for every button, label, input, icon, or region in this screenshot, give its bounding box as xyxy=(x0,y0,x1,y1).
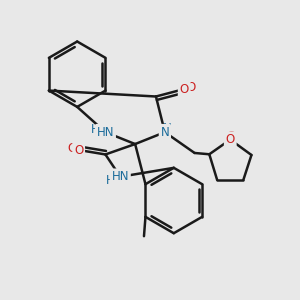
Text: HN: HN xyxy=(97,126,114,139)
Text: O: O xyxy=(68,142,77,155)
Text: O: O xyxy=(186,81,195,94)
Text: O: O xyxy=(74,143,83,157)
Text: HN: HN xyxy=(106,174,124,187)
Text: HN: HN xyxy=(112,170,129,183)
Text: O: O xyxy=(180,82,189,96)
Text: N: N xyxy=(160,126,169,139)
Text: O: O xyxy=(227,130,236,142)
Text: HN: HN xyxy=(91,123,109,136)
Text: O: O xyxy=(226,133,235,146)
Text: N: N xyxy=(163,122,172,135)
